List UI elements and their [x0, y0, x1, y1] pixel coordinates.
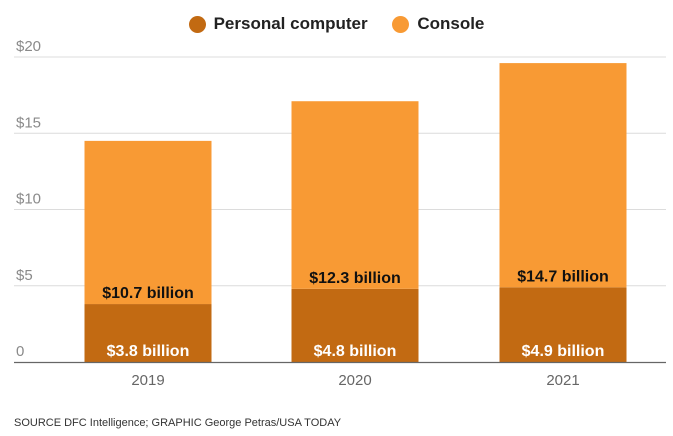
y-tick-label-0: 0	[16, 343, 24, 360]
x-tick-label-2019: 2019	[131, 372, 164, 389]
legend-swatch-personal-computer	[188, 15, 206, 33]
y-tick-label-5: $5	[16, 267, 33, 284]
data-label-2020-personal-computer: $4.8 billion	[314, 343, 397, 360]
legend-swatch-console	[392, 15, 410, 33]
data-label-2019-personal-computer: $3.8 billion	[107, 343, 190, 360]
data-label-2021-console: $14.7 billion	[517, 268, 609, 285]
bar-2021-personal-computer	[499, 287, 627, 362]
data-label-2019-console: $10.7 billion	[102, 285, 194, 302]
legend: Personal computer Console	[0, 14, 673, 38]
legend-item-personal-computer: Personal computer	[188, 14, 368, 34]
legend-label-personal-computer: Personal computer	[213, 14, 368, 33]
legend-item-console: Console	[392, 14, 484, 34]
bar-2021-console	[499, 63, 627, 288]
data-label-2021-personal-computer: $4.9 billion	[522, 343, 605, 360]
data-label-2020-console: $12.3 billion	[309, 270, 401, 287]
y-tick-label-15: $15	[16, 114, 41, 131]
bar-2019-personal-computer	[84, 304, 212, 362]
y-tick-label-10: $10	[16, 191, 41, 208]
bar-chart: 0 $5 $10 $15 $20 $3.8 billion $10.7 billion 201…	[14, 38, 666, 389]
x-tick-label-2021: 2021	[546, 372, 579, 389]
source-credit: SOURCE DFC Intelligence; GRAPHIC George …	[14, 417, 342, 429]
y-tick-label-20: $20	[16, 38, 41, 55]
bar-2020-console	[291, 101, 419, 289]
bar-2019-console	[84, 140, 212, 305]
bar-2020-personal-computer	[291, 288, 419, 362]
legend-label-console: Console	[417, 14, 485, 33]
x-tick-label-2020: 2020	[338, 372, 371, 389]
